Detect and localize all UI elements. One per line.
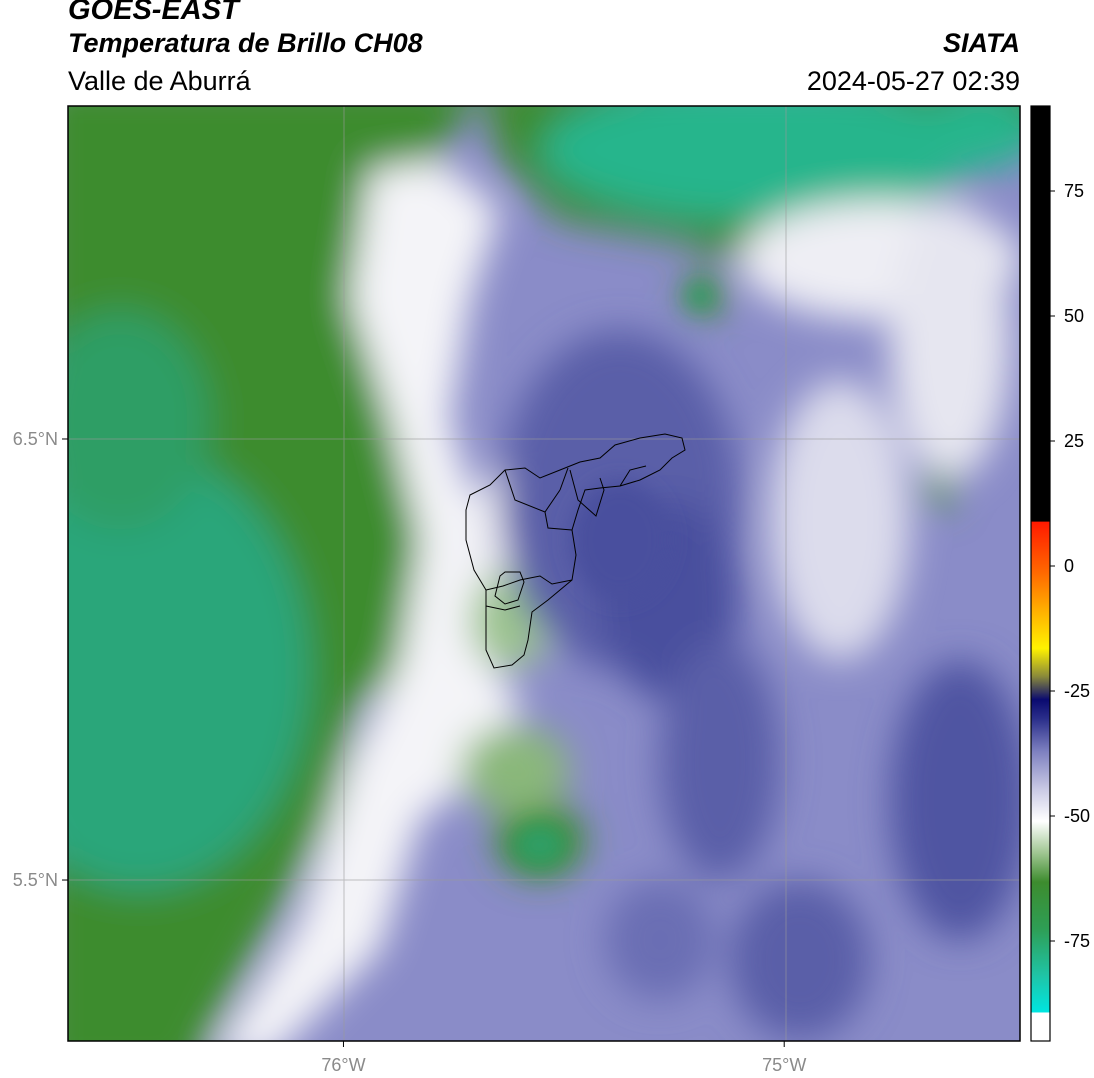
colorbar-tick-label: 0: [1064, 556, 1074, 576]
longitude-axis: 76°W 75°W: [321, 1041, 806, 1075]
region-label: Valle de Aburrá: [68, 66, 251, 96]
lat-tick-label: 6.5°N: [13, 429, 58, 449]
gridlines: [68, 106, 1020, 1041]
lon-tick-label: 75°W: [762, 1055, 806, 1075]
colorbar-tick-label: -25: [1064, 681, 1090, 701]
map-frame: [67, 105, 1021, 1042]
colorbar-gradient: [1031, 106, 1050, 1041]
colorbar-tick-label: 50: [1064, 306, 1084, 326]
agency-label: SIATA: [943, 28, 1020, 58]
valle-de-aburra-boundaries: [465, 433, 686, 669]
colorbar-ticks: 75 50 25 0 -25 -50 -75: [1050, 181, 1090, 951]
colorbar-frame: [1030, 105, 1051, 1042]
lat-tick-label: 5.5°N: [13, 870, 58, 890]
satellite-field: [68, 106, 1020, 1041]
colorbar: 75 50 25 0 -25 -50 -75: [1030, 105, 1090, 1042]
colorbar-tick-label: -75: [1064, 931, 1090, 951]
colorbar-tick-label: 25: [1064, 431, 1084, 451]
datetime-label: 2024-05-27 02:39: [806, 66, 1020, 96]
colorbar-tick-label: 75: [1064, 181, 1084, 201]
product-title: Temperatura de Brillo CH08: [68, 28, 423, 58]
latitude-axis: 6.5°N 5.5°N: [13, 429, 68, 890]
colorbar-tick-label: -50: [1064, 806, 1090, 826]
satellite-title: GOES-EAST: [68, 0, 239, 26]
lon-tick-label: 76°W: [321, 1055, 365, 1075]
